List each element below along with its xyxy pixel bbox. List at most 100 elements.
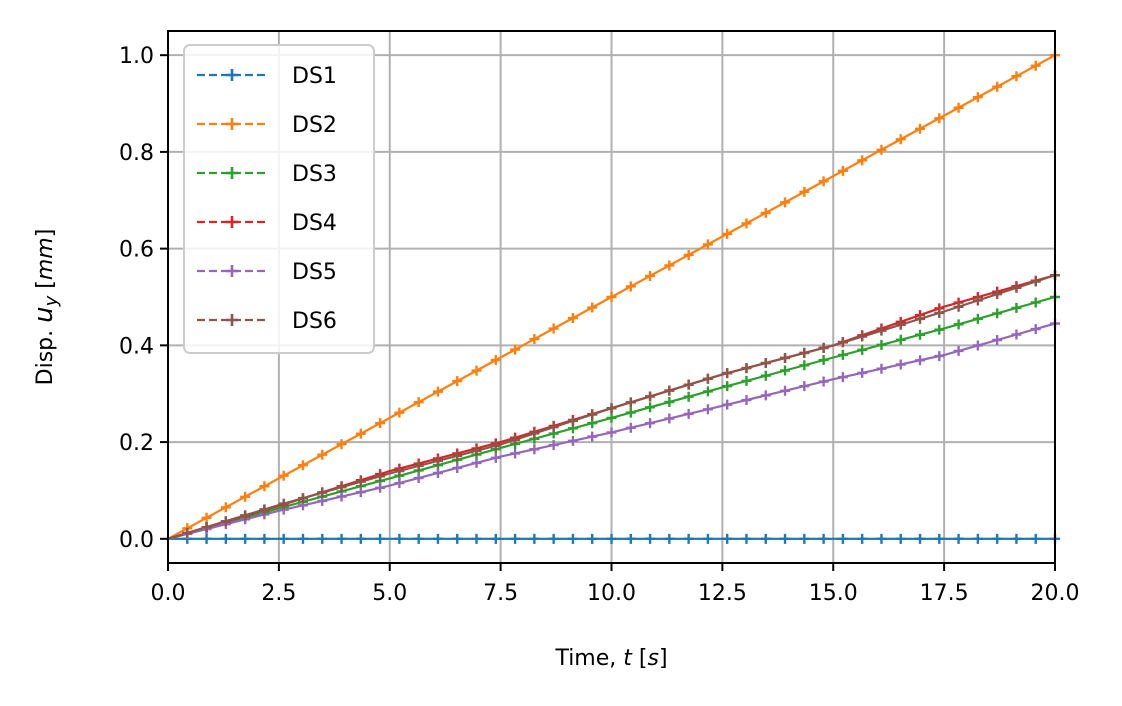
point-ds1-7 (297, 533, 308, 544)
point-ds1-31 (760, 533, 771, 544)
point-ds1-33 (799, 533, 810, 544)
point-ds6-40 (934, 307, 945, 318)
point-ds1-19 (529, 533, 540, 544)
point-ds5-15 (452, 462, 463, 473)
point-ds6-1 (182, 527, 193, 538)
legend-label-ds5: DS5 (292, 260, 337, 285)
point-ds3-28 (702, 386, 713, 397)
point-ds6-27 (683, 379, 694, 390)
point-ds1-32 (780, 533, 791, 544)
point-ds5-40 (934, 351, 945, 362)
point-ds2-25 (645, 270, 656, 281)
legend-label-ds4: DS4 (292, 211, 337, 236)
point-ds2-2 (201, 512, 212, 523)
point-ds5-31 (760, 390, 771, 401)
point-ds3-38 (895, 334, 906, 345)
point-ds2-15 (452, 376, 463, 387)
point-ds5-39 (915, 355, 926, 366)
legend-marker-ds2 (226, 118, 238, 130)
point-ds1-44 (1011, 533, 1022, 544)
point-ds1-5 (259, 533, 270, 544)
point-ds1-27 (683, 533, 694, 544)
point-ds1-14 (432, 533, 443, 544)
point-ds1-12 (394, 533, 405, 544)
point-ds1-35 (837, 533, 848, 544)
point-ds6-7 (297, 493, 308, 504)
point-ds5-22 (587, 431, 598, 442)
x-tick-label-4: 10.0 (587, 581, 636, 606)
point-ds5-37 (876, 363, 887, 374)
point-ds2-22 (587, 302, 598, 313)
point-ds3-41 (953, 319, 964, 330)
x-tick-label-8: 20.0 (1031, 581, 1080, 606)
point-ds2-19 (529, 334, 540, 345)
point-ds5-12 (394, 478, 405, 489)
point-ds3-36 (857, 344, 868, 355)
point-ds3-45 (1030, 297, 1041, 308)
point-ds2-39 (915, 123, 926, 134)
point-ds5-25 (645, 418, 656, 429)
point-ds2-9 (336, 439, 347, 450)
point-ds2-38 (895, 134, 906, 145)
point-ds2-5 (259, 481, 270, 492)
point-ds2-41 (953, 102, 964, 113)
point-ds2-18 (510, 344, 521, 355)
point-ds2-7 (297, 460, 308, 471)
point-ds5-27 (683, 408, 694, 419)
point-ds1-37 (876, 533, 887, 544)
point-ds3-22 (587, 418, 598, 429)
point-ds1-41 (953, 533, 964, 544)
point-ds2-10 (355, 428, 366, 439)
point-ds6-14 (432, 455, 443, 466)
point-ds2-35 (837, 165, 848, 176)
point-ds5-20 (548, 440, 559, 451)
point-ds6-4 (240, 510, 251, 521)
point-ds6-2 (201, 522, 212, 533)
legend-item-ds2: DS2 (197, 113, 337, 138)
point-ds1-2 (201, 533, 212, 544)
legend-item-ds1: DS1 (197, 64, 337, 89)
point-ds2-37 (876, 144, 887, 155)
point-ds6-39 (915, 313, 926, 324)
point-ds1-29 (722, 533, 733, 544)
y-axis-label-subscript: y (41, 295, 62, 307)
y-tick-label-0: 0.0 (119, 528, 154, 553)
point-ds6-35 (837, 337, 848, 348)
legend-marker-ds6 (226, 314, 238, 326)
point-ds2-27 (683, 249, 694, 260)
point-ds3-37 (876, 339, 887, 350)
point-ds2-4 (240, 491, 251, 502)
point-ds6-8 (317, 487, 328, 498)
point-ds1-40 (934, 533, 945, 544)
point-ds5-14 (432, 468, 443, 479)
point-ds1-22 (587, 533, 598, 544)
point-ds2-34 (818, 176, 829, 187)
point-ds6-28 (702, 373, 713, 384)
point-ds6-32 (780, 352, 791, 363)
legend-item-ds6: DS6 (197, 309, 337, 334)
point-ds6-15 (452, 450, 463, 461)
point-ds2-16 (471, 365, 482, 376)
point-ds1-42 (972, 533, 983, 544)
legend-item-ds5: DS5 (197, 260, 337, 285)
point-ds2-31 (760, 207, 771, 218)
point-ds1-9 (336, 533, 347, 544)
point-ds3-24 (625, 407, 636, 418)
x-axis-label-variable: t (623, 646, 633, 671)
y-tick-label-2: 0.4 (119, 334, 154, 359)
point-ds3-23 (606, 412, 617, 423)
y-tick-label-3: 0.6 (119, 238, 154, 263)
point-ds3-32 (780, 365, 791, 376)
point-ds5-41 (953, 345, 964, 356)
x-axis-ticks: 0.0 2.5 5.0 7.5 10.0 12.5 15.0 17.5 20.0 (151, 563, 1080, 606)
point-ds6-13 (413, 460, 424, 471)
point-ds5-28 (702, 404, 713, 415)
point-ds2-33 (799, 186, 810, 197)
point-ds1-30 (741, 533, 752, 544)
point-ds1-45 (1030, 533, 1041, 544)
point-ds2-40 (934, 113, 945, 124)
point-ds5-9 (336, 491, 347, 502)
point-ds5-11 (375, 482, 386, 493)
legend-box (183, 44, 375, 354)
